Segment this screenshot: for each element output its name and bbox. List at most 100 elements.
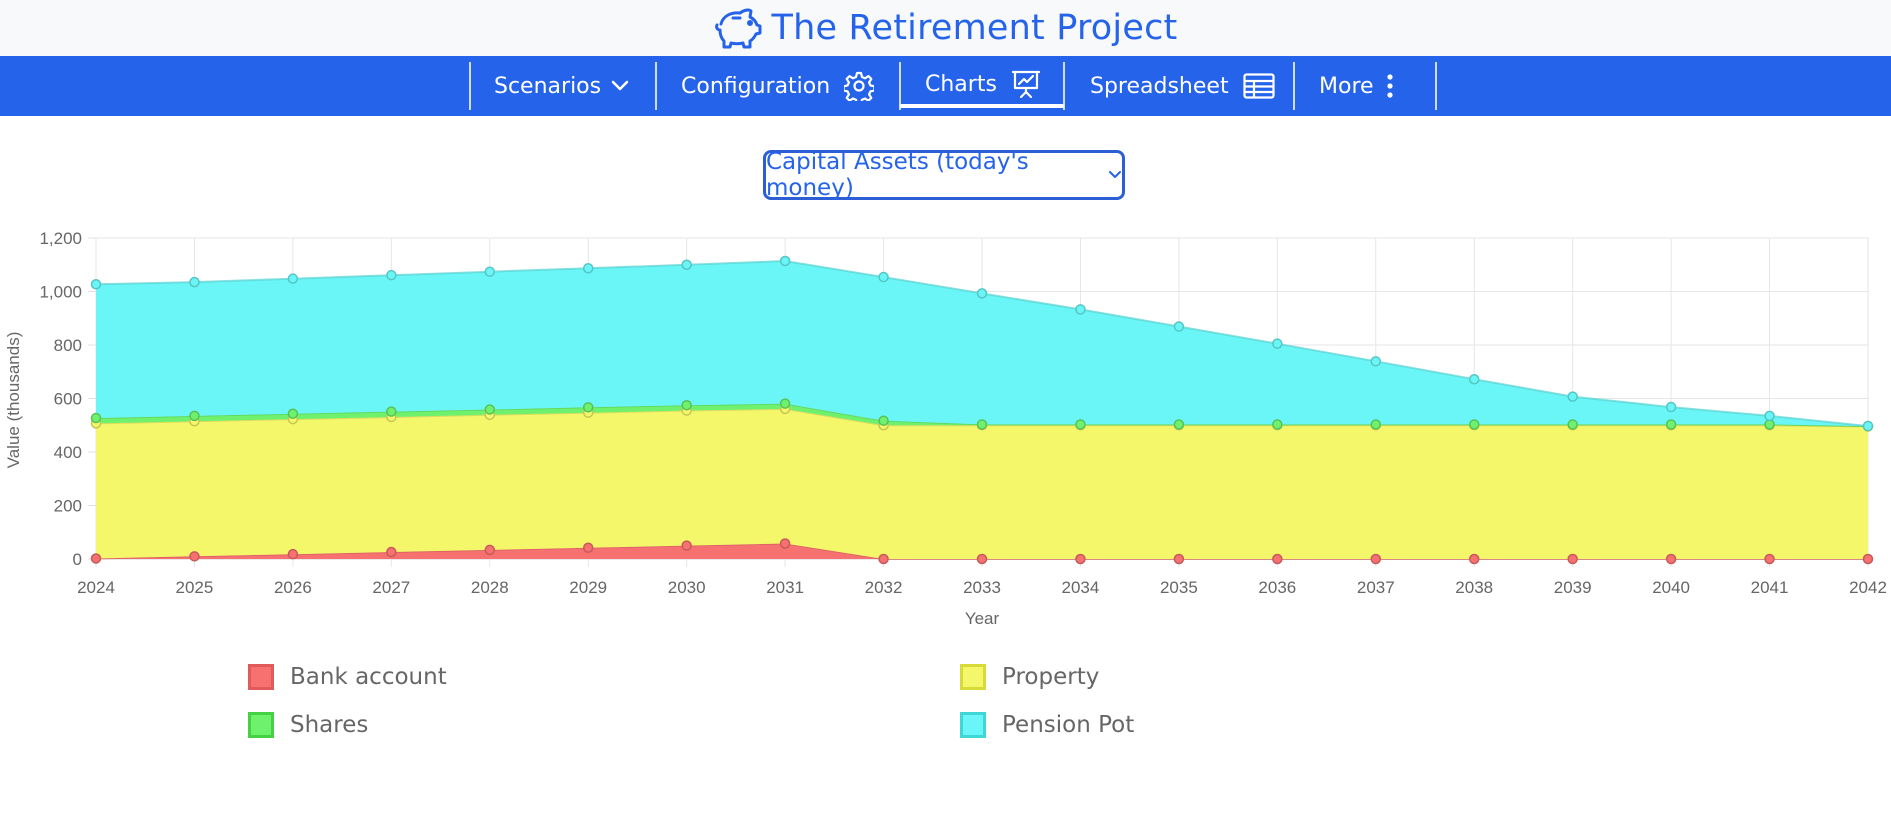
point-bank-account[interactable] (1665, 553, 1677, 565)
y-tick-label: 400 (54, 443, 82, 462)
point-bank-account[interactable] (386, 546, 397, 558)
point-bank-account[interactable] (878, 553, 889, 565)
point-bank-account[interactable] (484, 544, 496, 556)
point-bank-account[interactable] (189, 551, 200, 562)
point-shares[interactable] (1665, 419, 1677, 430)
point-bank-account[interactable] (1272, 553, 1283, 565)
x-tick-label: 2036 (1258, 578, 1296, 597)
nav-divider (899, 62, 901, 110)
x-tick-label: 2035 (1160, 578, 1198, 597)
point-shares[interactable] (582, 402, 594, 413)
point-shares[interactable] (878, 415, 889, 426)
point-pension-pot[interactable] (1567, 391, 1578, 402)
legend-label: Bank account (290, 664, 447, 690)
y-tick-label: 1,000 (39, 283, 82, 302)
legend-item-pension-pot[interactable]: Pension Pot (960, 712, 1134, 738)
chart-points (90, 255, 1874, 565)
point-pension-pot[interactable] (1272, 338, 1283, 349)
point-shares[interactable] (976, 419, 988, 430)
point-pension-pot[interactable] (90, 279, 102, 290)
point-pension-pot[interactable] (878, 271, 889, 283)
point-shares[interactable] (189, 410, 200, 422)
capital-assets-chart: 0 200 400 600 800 1,000 1,200 2024 2025 2026 2027… (4, 229, 1887, 628)
point-shares[interactable] (1764, 419, 1775, 430)
area-pension-pot (96, 261, 1868, 427)
point-pension-pot[interactable] (1173, 321, 1185, 332)
point-shares[interactable] (90, 412, 102, 424)
point-pension-pot[interactable] (1370, 356, 1382, 367)
point-shares[interactable] (1075, 419, 1086, 430)
chart-type-select[interactable]: Capital Assets (today's money) (763, 149, 1125, 201)
point-bank-account[interactable] (1075, 553, 1086, 565)
point-pension-pot[interactable] (976, 288, 988, 299)
point-pension-pot[interactable] (1468, 373, 1480, 385)
y-tick-label: 600 (54, 390, 82, 409)
nav-scenarios-label: Scenarios (494, 73, 602, 99)
legend-label: Property (1002, 664, 1100, 690)
nav-more[interactable]: More (1319, 56, 1394, 116)
point-pension-pot[interactable] (681, 259, 692, 270)
point-pension-pot[interactable] (779, 255, 791, 267)
area-bank-account (96, 543, 1868, 559)
chart-areas (95, 259, 1869, 560)
point-pension-pot[interactable] (1764, 410, 1775, 422)
legend-item-bank-account[interactable]: Bank account (248, 664, 447, 690)
legend-swatch (248, 664, 274, 690)
point-bank-account[interactable] (1468, 553, 1480, 565)
nav-divider (469, 62, 471, 110)
point-shares[interactable] (386, 406, 397, 417)
x-tick-label: 2041 (1751, 578, 1789, 597)
x-tick-label: 2024 (77, 578, 115, 597)
point-shares[interactable] (1173, 419, 1185, 430)
nav-configuration-label: Configuration (681, 73, 831, 99)
nav-divider (1063, 62, 1065, 110)
point-shares[interactable] (681, 399, 692, 411)
presentation-chart-icon (997, 69, 1041, 99)
point-shares[interactable] (1468, 419, 1480, 430)
point-bank-account[interactable] (90, 553, 102, 564)
point-bank-account[interactable] (681, 540, 692, 551)
x-tick-label: 2025 (176, 578, 214, 597)
point-pension-pot[interactable] (582, 262, 594, 274)
nav-spreadsheet[interactable]: Spreadsheet (1090, 56, 1275, 116)
top-header: The Retirement Project (0, 0, 1891, 56)
point-shares[interactable] (1370, 419, 1382, 430)
point-bank-account[interactable] (1173, 553, 1185, 565)
nav-divider (1435, 62, 1437, 110)
point-shares[interactable] (1567, 419, 1578, 430)
point-pension-pot[interactable] (189, 276, 200, 288)
point-pension-pot[interactable] (484, 266, 496, 277)
x-tick-label: 2030 (668, 578, 706, 597)
point-shares[interactable] (779, 398, 791, 409)
nav-charts[interactable]: Charts (925, 56, 1041, 112)
point-bank-account[interactable] (1567, 553, 1578, 565)
point-bank-account[interactable] (582, 542, 594, 554)
point-bank-account[interactable] (1764, 553, 1775, 565)
nav-configuration[interactable]: Configuration (681, 56, 875, 116)
legend-item-property[interactable]: Property (960, 664, 1099, 690)
point-bank-account[interactable] (287, 548, 299, 560)
nav-divider (1293, 62, 1295, 110)
point-shares[interactable] (287, 408, 299, 419)
point-pension-pot[interactable] (287, 273, 299, 284)
point-pension-pot[interactable] (1862, 420, 1874, 432)
point-shares[interactable] (484, 404, 496, 415)
legend-label: Shares (290, 712, 369, 738)
x-tick-label: 2028 (471, 578, 509, 597)
point-bank-account[interactable] (1370, 553, 1382, 565)
point-pension-pot[interactable] (1075, 304, 1086, 315)
table-icon (1229, 73, 1275, 99)
point-shares[interactable] (1272, 419, 1283, 430)
point-bank-account[interactable] (1862, 553, 1874, 565)
point-bank-account[interactable] (976, 553, 988, 565)
nav-scenarios[interactable]: Scenarios (494, 56, 629, 116)
x-tick-label: 2026 (274, 578, 312, 597)
point-pension-pot[interactable] (386, 269, 397, 281)
point-bank-account[interactable] (779, 538, 791, 549)
y-tick-label: 800 (54, 336, 82, 355)
active-tab-indicator (900, 104, 1064, 108)
legend-item-shares[interactable]: Shares (248, 712, 368, 738)
point-pension-pot[interactable] (1665, 401, 1677, 413)
legend-swatch (248, 712, 274, 738)
legend-swatch (960, 664, 986, 690)
